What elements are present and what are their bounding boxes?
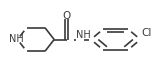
Text: O: O bbox=[63, 11, 71, 21]
Text: NH: NH bbox=[76, 30, 90, 40]
Text: Cl: Cl bbox=[142, 28, 152, 38]
Text: NH: NH bbox=[9, 35, 24, 44]
